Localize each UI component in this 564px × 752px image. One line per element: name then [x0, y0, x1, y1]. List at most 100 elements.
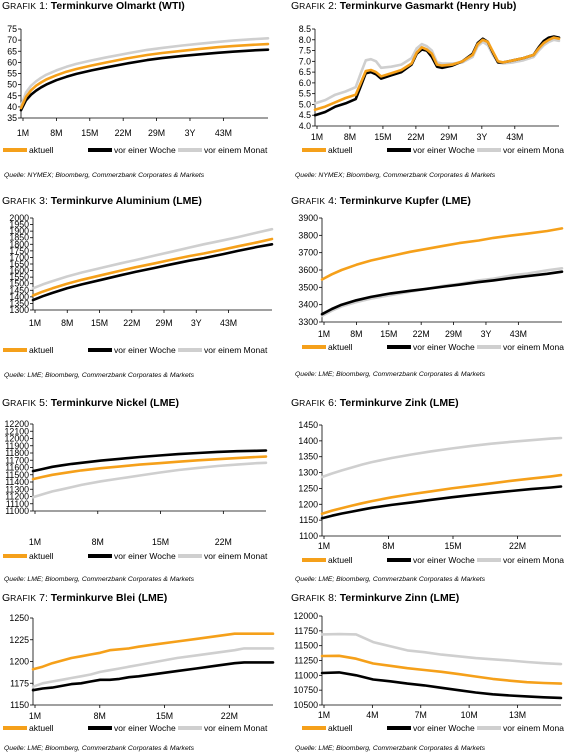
y-tick-label: 1850: [9, 233, 29, 243]
y-tick-label: 8.0: [299, 35, 311, 45]
legend-label: vor einer Woche: [413, 342, 475, 352]
x-tick-label: 3Y: [481, 329, 492, 339]
y-tick-label: 11750: [294, 626, 318, 636]
x-tick-label: 1M: [29, 537, 41, 547]
y-tick-label: 1300: [9, 305, 29, 315]
y-tick-label: 40: [7, 102, 17, 112]
x-tick-label: 10M: [461, 710, 478, 720]
y-tick-label: 3600: [298, 265, 318, 275]
y-tick-label: 7.5: [299, 46, 311, 56]
chart-panel: GRAFIK 3: Terminkurve Aluminium (LME) 130…: [0, 195, 274, 380]
title-text: Terminkurve Kupfer (LME): [339, 195, 471, 207]
x-tick-label: 1M: [318, 541, 330, 551]
chart-plot: 10500 10750 11000 11250 11500 11750 12000 1M 4M 7…: [294, 611, 564, 733]
y-tick-label: 3300: [298, 317, 318, 327]
legend-label: aktuell: [328, 723, 353, 733]
y-tick-label: 3400: [298, 300, 318, 310]
y-tick-label: 1150: [10, 700, 29, 710]
x-tick-label: 22M: [407, 132, 424, 142]
title-number: 2:: [325, 0, 340, 12]
series-line-aktuell: [313, 36, 561, 112]
x-tick-label: 7M: [415, 710, 427, 720]
x-tick-label: 1M: [17, 128, 29, 138]
x-tick-label: 22M: [215, 537, 232, 547]
x-tick-label: 43M: [215, 128, 232, 138]
y-tick-label: 1400: [298, 436, 318, 446]
series-line-vor-einem-monat: [31, 227, 274, 290]
title-number: 6:: [325, 397, 340, 409]
legend-label: vor einem Monat: [503, 723, 564, 733]
title-number: 8:: [325, 592, 340, 604]
title-prefix-initial: G: [291, 592, 300, 604]
y-tick-label: 35: [7, 113, 17, 123]
series-line-vor-einem-monat: [320, 632, 563, 666]
y-tick-label: 11600: [5, 463, 29, 473]
y-tick-label: 55: [7, 69, 17, 79]
y-tick-label: 1150: [299, 515, 318, 525]
y-tick-label: 1650: [9, 259, 29, 269]
y-tick-label: 11400: [5, 477, 29, 487]
y-tick-label: 1700: [9, 252, 29, 262]
y-tick-label: 65: [7, 46, 17, 56]
title-prefix-rest: RAFIK: [10, 1, 37, 11]
y-tick-label: 45: [7, 91, 17, 101]
y-tick-label: 1250: [298, 483, 318, 493]
series-line-vor-einer-woche: [31, 661, 275, 692]
y-tick-label: 10750: [294, 685, 319, 695]
title-number: 7:: [36, 592, 51, 604]
y-tick-label: 2000: [9, 213, 29, 223]
y-tick-label: 10500: [294, 700, 319, 710]
series-line-vor-einem-monat: [313, 38, 561, 105]
series-line-vor-einem-monat: [31, 647, 275, 688]
legend-label: aktuell: [29, 551, 54, 561]
title-number: 3:: [36, 195, 51, 207]
y-tick-label: 11300: [5, 484, 29, 494]
y-tick-label: 1900: [9, 226, 29, 236]
title-prefix-initial: G: [2, 397, 11, 409]
chart-panel: GRAFIK 2: Terminkurve Gasmarkt (Henry Hu…: [289, 0, 564, 182]
y-tick-label: 5.5: [299, 89, 311, 99]
y-tick-label: 1450: [298, 420, 318, 430]
y-tick-label: 1350: [9, 298, 29, 308]
x-tick-label: 1M: [318, 710, 330, 720]
y-tick-label: 12000: [294, 611, 319, 621]
legend-label: aktuell: [328, 342, 353, 352]
x-tick-label: 1M: [29, 711, 41, 721]
source-note: Quelle: NYMEX; Bloomberg, Commerzbank Co…: [4, 172, 205, 179]
source-note: Quelle: LME; Bloomberg, Commerzbank Corp…: [4, 372, 195, 379]
x-tick-label: 43M: [220, 318, 237, 328]
x-tick-label: 29M: [155, 318, 172, 328]
x-tick-label: 8M: [61, 318, 73, 328]
y-tick-label: 11000: [294, 670, 318, 680]
y-tick-label: 1100: [299, 531, 318, 541]
x-tick-label: 3Y: [185, 128, 196, 138]
y-tick-label: 6.5: [299, 67, 311, 77]
x-tick-label: 3Y: [476, 132, 487, 142]
title-prefix-initial: G: [2, 0, 11, 12]
x-tick-label: 15M: [380, 329, 397, 339]
y-tick-label: 11000: [5, 506, 29, 516]
title-number: 5:: [36, 397, 51, 409]
y-tick-label: 1550: [9, 272, 29, 282]
title-prefix-rest: RAFIK: [299, 398, 326, 408]
series-line-vor-einer-woche: [31, 242, 274, 302]
series-line-vor-einem-monat: [31, 461, 268, 499]
y-tick-label: 4.5: [299, 110, 311, 120]
chart-plot: 1100 1150 1200 1250 1300 1350 1400 1450 1M 8M 15M 2…: [298, 420, 564, 565]
series-line-aktuell: [19, 42, 270, 110]
y-tick-label: 3500: [298, 282, 318, 292]
x-tick-label: 15M: [81, 128, 98, 138]
y-tick-label: 11700: [5, 455, 29, 465]
y-tick-label: 1200: [298, 499, 318, 509]
x-tick-label: 29M: [445, 329, 462, 339]
series-line-vor-einer-woche: [320, 671, 563, 700]
x-tick-label: 22M: [115, 128, 132, 138]
chart-plot: 1100011100112001130011400115001160011700…: [3, 419, 268, 561]
legend-label: vor einer Woche: [114, 723, 176, 733]
chart-panel: GRAFIK 7: Terminkurve Blei (LME) 1150 1175…: [0, 592, 275, 752]
x-tick-label: 1M: [318, 329, 330, 339]
series-line-vor-einer-woche: [320, 485, 563, 520]
title-prefix-initial: G: [2, 592, 11, 604]
legend-label: aktuell: [29, 345, 54, 355]
title-prefix-initial: G: [291, 0, 300, 12]
